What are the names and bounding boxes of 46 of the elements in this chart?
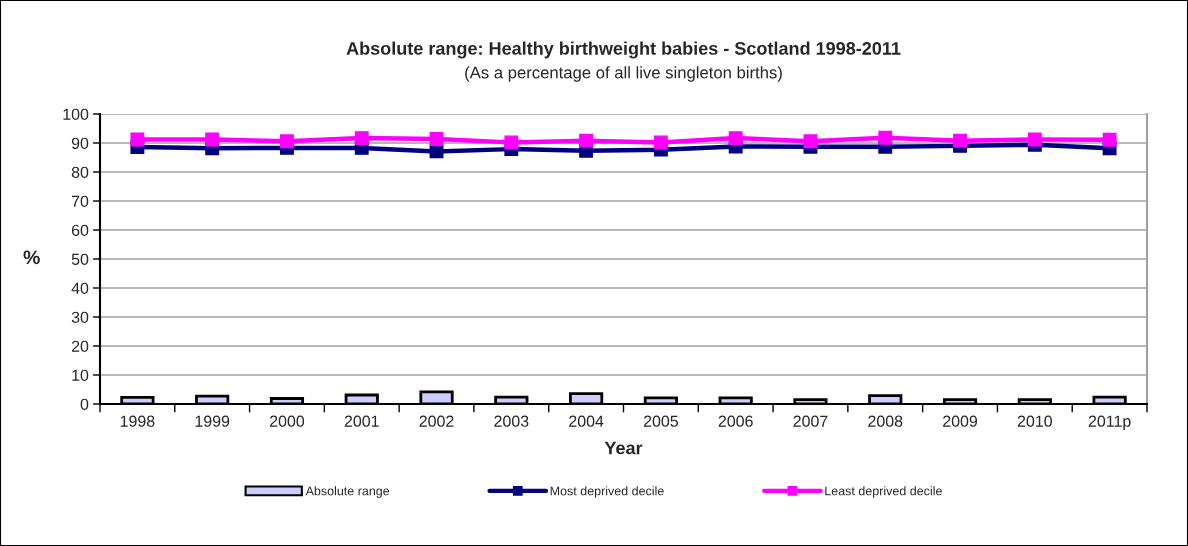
y-tick-label: 100 xyxy=(63,108,89,120)
x-tick-label: 2000 xyxy=(270,415,305,427)
x-tick-label: 2009 xyxy=(943,415,978,427)
x-tick-label: 2005 xyxy=(643,415,678,427)
point xyxy=(1027,132,1042,147)
x-tick-label: 2001 xyxy=(344,415,379,427)
y-axis-title: % xyxy=(23,250,40,265)
y-tick-label: 10 xyxy=(72,369,89,381)
y-tick-label: 80 xyxy=(71,166,89,178)
legend-label: Absolute range xyxy=(305,486,390,498)
x-tick-label: 2002 xyxy=(419,415,454,427)
x-tick-label: 2007 xyxy=(793,415,828,427)
y-tick-label: 50 xyxy=(71,253,89,265)
point xyxy=(579,133,594,148)
y-tick-label: 40 xyxy=(71,282,89,294)
point xyxy=(280,134,294,149)
point xyxy=(429,131,444,146)
point xyxy=(504,135,519,150)
y-tick-label: 70 xyxy=(71,195,89,207)
x-tick-label: 2011p xyxy=(1088,415,1131,430)
point xyxy=(1102,132,1117,147)
point xyxy=(130,132,145,147)
point xyxy=(878,130,893,145)
legend-label: Most deprived decile xyxy=(550,486,664,498)
x-tick-label: 2003 xyxy=(494,415,529,427)
y-tick-label: 90 xyxy=(71,137,89,149)
y-tick-label: 30 xyxy=(71,311,89,323)
chart-subtitle: (As a percentage of all live singleton births) xyxy=(465,66,782,82)
y-tick-label: 20 xyxy=(71,340,89,352)
x-tick-label: 2010 xyxy=(1017,415,1052,427)
point xyxy=(205,132,220,147)
x-tick-label: 2006 xyxy=(718,415,753,427)
point xyxy=(953,133,967,148)
y-tick-label: 0 xyxy=(80,398,89,410)
point xyxy=(728,131,743,146)
x-tick-label: 2004 xyxy=(569,415,604,427)
point xyxy=(803,134,818,149)
x-tick-label: 1999 xyxy=(195,415,230,427)
x-tick-label: 1998 xyxy=(120,415,155,427)
chart-title: Absolute range: Healthy birthweight babies - Scotland 1998-2011 xyxy=(346,41,901,59)
point xyxy=(653,135,668,150)
point xyxy=(354,131,369,146)
x-axis-title: Year xyxy=(604,441,643,455)
y-tick-label: 60 xyxy=(71,224,89,236)
legend-label: Least deprived decile xyxy=(825,486,942,498)
x-tick-label: 2008 xyxy=(868,415,903,427)
